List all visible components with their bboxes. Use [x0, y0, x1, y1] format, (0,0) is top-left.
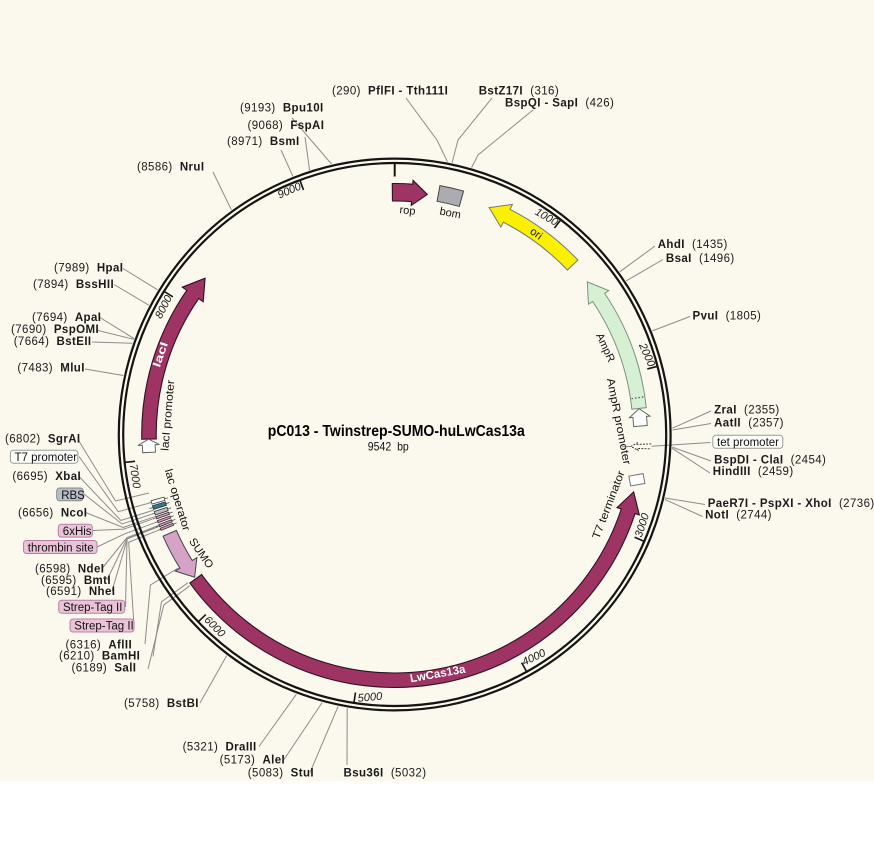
- svg-text:bom: bom: [439, 206, 462, 222]
- svg-text:ori: ori: [528, 226, 545, 243]
- svg-text:(9068) FspAI: (9068) FspAI: [248, 120, 325, 132]
- svg-text:AhdI (1435): AhdI (1435): [658, 239, 728, 251]
- svg-text:HindIII (2459): HindIII (2459): [713, 466, 794, 478]
- svg-text:5000: 5000: [357, 691, 383, 705]
- svg-text:(7483) MluI: (7483) MluI: [17, 362, 84, 374]
- svg-text:PvuI (1805): PvuI (1805): [693, 310, 762, 322]
- svg-text:(7694) ApaI: (7694) ApaI: [32, 312, 101, 324]
- svg-text:6xHis: 6xHis: [63, 526, 92, 538]
- svg-text:(6802) SgrAI: (6802) SgrAI: [5, 434, 81, 446]
- svg-text:(6598) NdeI: (6598) NdeI: [35, 564, 104, 576]
- svg-text:(7989) HpaI: (7989) HpaI: [54, 263, 123, 275]
- svg-text:BstZ17I (316): BstZ17I (316): [479, 85, 559, 97]
- svg-text:(9193) Bpu10I: (9193) Bpu10I: [240, 102, 324, 114]
- svg-text:PaeR7I - PspXI - XhoI (2736): PaeR7I - PspXI - XhoI (2736): [708, 498, 874, 510]
- svg-text:(8586) NruI: (8586) NruI: [137, 162, 204, 174]
- svg-text:BsaI (1496): BsaI (1496): [666, 253, 735, 265]
- svg-text:(7690) PspOMI: (7690) PspOMI: [11, 324, 99, 336]
- svg-text:(7894) BssHII: (7894) BssHII: [33, 279, 114, 291]
- svg-text:(5321) DraIII: (5321) DraIII: [183, 742, 257, 754]
- svg-text:BspQI - SapI (426): BspQI - SapI (426): [505, 97, 614, 109]
- svg-text:7000: 7000: [127, 463, 143, 490]
- svg-text:T7 promoter: T7 promoter: [15, 452, 78, 464]
- svg-text:(8971) BsmI: (8971) BsmI: [227, 136, 300, 148]
- svg-text:(5173) AleI: (5173) AleI: [220, 755, 286, 767]
- svg-text:Strep-Tag II: Strep-Tag II: [74, 621, 133, 633]
- svg-text:9542 bp: 9542 bp: [368, 440, 409, 454]
- svg-text:(6695) XbaI: (6695) XbaI: [12, 471, 81, 483]
- svg-text:thrombin site: thrombin site: [28, 542, 94, 554]
- svg-text:Bsu36I (5032): Bsu36I (5032): [344, 768, 427, 780]
- svg-text:lacI promoter: lacI promoter: [159, 379, 177, 451]
- svg-text:(6595) BmtI: (6595) BmtI: [41, 575, 111, 587]
- svg-text:(6189) SalI: (6189) SalI: [72, 663, 137, 675]
- svg-text:Strep-Tag II: Strep-Tag II: [63, 602, 122, 614]
- svg-text:RBS: RBS: [61, 490, 85, 502]
- svg-text:(7664) BstEII: (7664) BstEII: [14, 336, 92, 348]
- svg-text:(6316) AflII: (6316) AflII: [66, 639, 133, 651]
- svg-text:tet promoter: tet promoter: [717, 437, 779, 449]
- svg-text:pC013 - Twinstrep-SUMO-huLwCas: pC013 - Twinstrep-SUMO-huLwCas13a: [268, 423, 525, 440]
- svg-text:(6591) NheI: (6591) NheI: [46, 586, 115, 598]
- svg-text:(5758) BstBI: (5758) BstBI: [124, 698, 199, 710]
- svg-text:(5083) StuI: (5083) StuI: [248, 768, 314, 780]
- svg-text:AatII (2357): AatII (2357): [714, 417, 784, 429]
- svg-text:ZraI (2355): ZraI (2355): [714, 404, 780, 416]
- svg-text:rop: rop: [399, 204, 416, 218]
- svg-text:(290) PflFI - Tth111I: (290) PflFI - Tth111I: [332, 85, 448, 97]
- svg-text:BspDI - ClaI (2454): BspDI - ClaI (2454): [714, 454, 826, 466]
- svg-text:NotI (2744): NotI (2744): [705, 510, 772, 522]
- svg-text:(6210) BamHI: (6210) BamHI: [59, 651, 140, 663]
- svg-text:(6656) NcoI: (6656) NcoI: [18, 507, 87, 519]
